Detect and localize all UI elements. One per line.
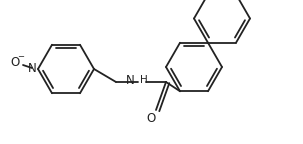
Text: O: O — [10, 55, 20, 69]
Text: −: − — [18, 53, 25, 61]
Text: N: N — [126, 73, 135, 87]
Text: H: H — [140, 75, 148, 85]
Text: N: N — [28, 62, 37, 75]
Text: O: O — [146, 111, 156, 125]
